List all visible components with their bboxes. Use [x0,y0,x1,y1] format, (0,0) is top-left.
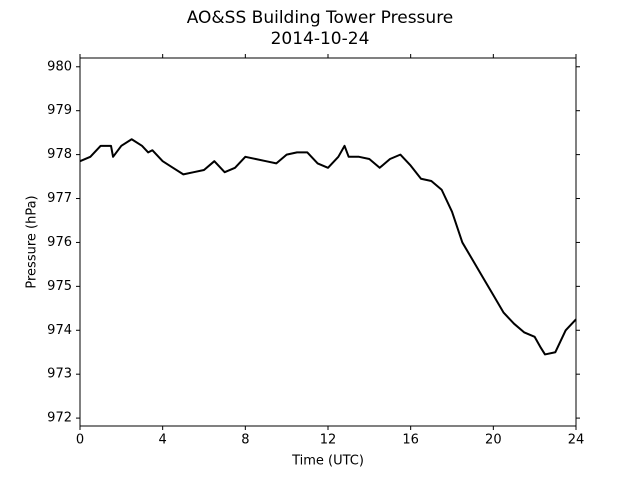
y-tick-label: 978 [47,147,72,162]
x-axis-label: Time (UTC) [291,454,364,469]
y-tick-label: 973 [47,367,72,382]
x-tick-label: 24 [568,433,585,448]
x-tick-label: 8 [241,433,249,448]
chart-subtitle: 2014-10-24 [271,29,370,49]
y-tick-label: 977 [47,191,72,206]
x-tick-label: 20 [485,433,502,448]
plot-frame [79,57,577,427]
y-tick-label: 972 [47,411,72,426]
y-tick-label: 980 [47,59,72,74]
y-tick-label: 975 [47,279,72,294]
y-tick-label: 974 [47,323,72,338]
chart-title: AO&SS Building Tower Pressure [187,8,454,28]
y-tick-label: 976 [47,235,72,250]
y-axis-label: Pressure (hPa) [25,195,40,288]
x-tick-label: 4 [159,433,167,448]
x-tick-label: 16 [402,433,419,448]
x-tick-label: 0 [76,433,84,448]
data-line [79,138,577,356]
x-tick-label: 12 [320,433,337,448]
y-tick-label: 979 [47,103,72,118]
